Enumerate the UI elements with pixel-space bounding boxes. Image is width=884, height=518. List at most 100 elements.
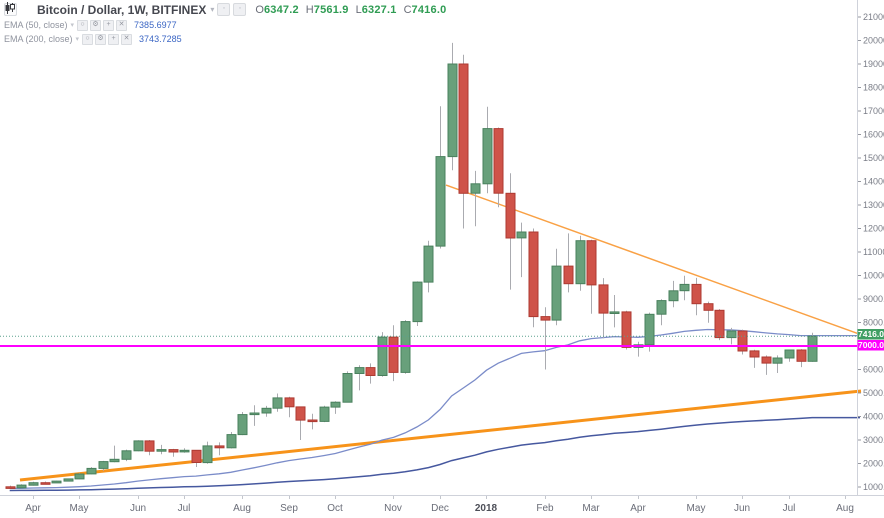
ema200-settings-icon[interactable]: ⚙ bbox=[95, 33, 107, 45]
ema50-delete-icon[interactable]: ✕ bbox=[116, 19, 128, 31]
candle-2018-06-25-up[interactable] bbox=[772, 357, 783, 364]
price-tick-label: 12000.0 bbox=[863, 224, 884, 234]
ema50-label[interactable]: EMA (50, close) bbox=[4, 20, 68, 30]
ema200-visibility-icon[interactable]: ○ bbox=[82, 33, 94, 45]
candle-2017-09-04-down[interactable] bbox=[284, 397, 295, 408]
candle-2018-01-22-up[interactable] bbox=[516, 231, 527, 239]
candles-layer bbox=[5, 42, 818, 489]
candle-2018-01-15-down[interactable] bbox=[505, 192, 516, 239]
candle-2017-07-31-up[interactable] bbox=[226, 434, 237, 449]
candle-2017-09-18-down[interactable] bbox=[307, 419, 318, 423]
candle-2017-05-08-up[interactable] bbox=[86, 467, 97, 475]
candle-2018-02-26-up[interactable] bbox=[575, 240, 586, 285]
candle-2017-10-23-down[interactable] bbox=[365, 367, 376, 377]
candle-2018-01-29-down[interactable] bbox=[528, 231, 539, 318]
candle-2017-10-09-up[interactable] bbox=[342, 373, 353, 403]
candle-2017-07-03-up[interactable] bbox=[179, 449, 190, 453]
candle-2017-12-25-up[interactable] bbox=[470, 183, 481, 194]
candle-2017-08-07-up[interactable] bbox=[237, 414, 248, 436]
candle-2017-07-17-up[interactable] bbox=[202, 445, 213, 464]
legend-quick-icon-b[interactable]: ◦ bbox=[233, 3, 247, 16]
symbol-caret-down-icon[interactable]: ▾ bbox=[210, 5, 215, 14]
candle-2018-05-28-up[interactable] bbox=[726, 330, 737, 339]
candle-2017-05-01-up[interactable] bbox=[74, 473, 85, 480]
ema200-value: 3743.7285 bbox=[139, 34, 182, 44]
candle-2017-12-04-up[interactable] bbox=[435, 156, 446, 247]
time-axis[interactable]: Apr May Jun Jul Aug Sep Oct Nov Dec 2018 Feb Mar Apr… bbox=[25, 496, 854, 514]
candle-2017-11-20-up[interactable] bbox=[412, 281, 423, 323]
candle-2017-08-14-up[interactable] bbox=[249, 412, 260, 416]
candle-2018-04-30-up[interactable] bbox=[679, 283, 690, 292]
indicator-row-ema200: EMA (200, close) ▾ ○ ⚙ + ✕ 3743.7285 bbox=[4, 32, 446, 46]
candle-2018-02-19-down[interactable] bbox=[563, 265, 574, 285]
candle-2017-12-11-up[interactable] bbox=[447, 63, 458, 158]
candle-2017-11-27-up[interactable] bbox=[423, 245, 434, 283]
candle-2017-07-10-down[interactable] bbox=[191, 449, 202, 463]
candle-2017-10-16-up[interactable] bbox=[354, 367, 365, 375]
candle-2017-12-18-down[interactable] bbox=[458, 63, 469, 194]
candle-2018-05-21-down[interactable] bbox=[714, 309, 725, 339]
candle-2017-09-11-down[interactable] bbox=[295, 406, 306, 421]
candle-2017-05-15-up[interactable] bbox=[98, 461, 109, 469]
price-tag-7416.0[interactable] bbox=[857, 329, 884, 340]
candle-2018-03-19-up[interactable] bbox=[609, 311, 620, 314]
ema-lines-layer bbox=[9, 328, 860, 492]
legend-quick-icon-a[interactable]: ◦ bbox=[217, 3, 231, 16]
candle-2017-06-19-up[interactable] bbox=[156, 449, 167, 452]
ema200-delete-icon[interactable]: ✕ bbox=[121, 33, 133, 45]
candle-2018-01-08-down[interactable] bbox=[493, 128, 504, 194]
candle-2017-04-24-up[interactable] bbox=[63, 478, 74, 482]
candle-2017-05-22-up[interactable] bbox=[109, 458, 120, 463]
ema200-caret-down-icon[interactable]: ▾ bbox=[75, 36, 80, 43]
candle-2018-04-09-up[interactable] bbox=[644, 313, 655, 346]
candle-2018-06-11-down[interactable] bbox=[749, 350, 760, 358]
candle-2017-05-29-up[interactable] bbox=[121, 450, 132, 460]
ema50-visibility-icon[interactable]: ○ bbox=[77, 19, 89, 31]
candle-2017-11-06-down[interactable] bbox=[388, 336, 399, 373]
candle-2017-04-03-up[interactable] bbox=[28, 482, 39, 486]
symbol-title[interactable]: Bitcoin / Dollar, 1W, BITFINEX bbox=[37, 2, 207, 17]
candle-2017-09-25-up[interactable] bbox=[319, 406, 330, 422]
candle-2017-04-10-down[interactable] bbox=[40, 482, 51, 485]
candle-2017-10-30-up[interactable] bbox=[377, 336, 388, 377]
candle-2017-08-21-up[interactable] bbox=[261, 407, 272, 414]
ema50-add-icon[interactable]: + bbox=[103, 19, 115, 31]
ema200-add-icon[interactable]: + bbox=[108, 33, 120, 45]
ema200-label[interactable]: EMA (200, close) bbox=[4, 34, 73, 44]
candle-2018-01-01-up[interactable] bbox=[482, 128, 493, 185]
price-axis[interactable]: 21000.0 20000.0 19000.0 18000.0 17000.0 16000… bbox=[858, 12, 884, 492]
price-tick-label: 19000.0 bbox=[863, 59, 884, 69]
ema-50-line[interactable] bbox=[9, 328, 860, 490]
ema50-settings-icon[interactable]: ⚙ bbox=[90, 19, 102, 31]
candle-2017-03-27-up[interactable] bbox=[16, 484, 27, 489]
candle-2017-07-24-down[interactable] bbox=[214, 445, 225, 449]
candle-2018-06-18-down[interactable] bbox=[761, 356, 772, 364]
candle-2018-02-12-up[interactable] bbox=[551, 265, 562, 321]
ema50-caret-down-icon[interactable]: ▾ bbox=[70, 22, 75, 29]
ema-200-line[interactable] bbox=[9, 416, 860, 492]
reference-lines-layer bbox=[0, 335, 857, 347]
candle-2018-07-02-up[interactable] bbox=[784, 349, 795, 359]
candle-2017-06-26-down[interactable] bbox=[168, 449, 179, 453]
candle-2017-03-20-down[interactable] bbox=[5, 486, 16, 489]
candle-2018-05-07-down[interactable] bbox=[691, 283, 702, 305]
trendline-ascending-support[interactable] bbox=[19, 389, 862, 482]
candle-2018-03-05-down[interactable] bbox=[586, 240, 597, 286]
candle-2018-04-23-up[interactable] bbox=[668, 290, 679, 302]
candle-2017-06-05-up[interactable] bbox=[133, 440, 144, 452]
candle-2018-07-16-up[interactable] bbox=[807, 335, 818, 362]
candle-2018-04-16-up[interactable] bbox=[656, 300, 667, 315]
candle-2017-08-28-up[interactable] bbox=[272, 397, 283, 409]
candle-2018-03-12-down[interactable] bbox=[598, 284, 609, 314]
candle-2017-04-17-up[interactable] bbox=[51, 480, 62, 484]
candle-2018-03-26-down[interactable] bbox=[621, 311, 632, 348]
candle-2017-06-12-down[interactable] bbox=[144, 440, 155, 452]
candle-2018-02-05-down[interactable] bbox=[540, 316, 551, 321]
candle-2018-06-04-down[interactable] bbox=[737, 330, 748, 352]
candle-2017-10-02-up[interactable] bbox=[330, 401, 341, 408]
candle-2018-07-09-down[interactable] bbox=[796, 349, 807, 362]
candle-2018-05-14-down[interactable] bbox=[703, 303, 714, 311]
price-tag-7000.0[interactable] bbox=[857, 340, 884, 351]
